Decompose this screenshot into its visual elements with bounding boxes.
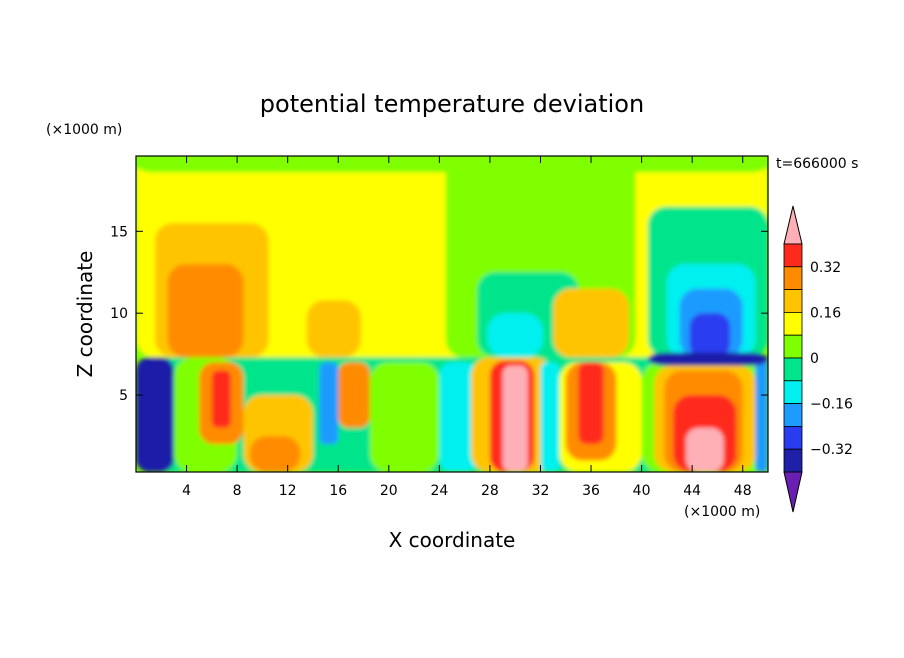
contour-region-20 [319, 362, 339, 445]
contour-region-7 [487, 313, 544, 358]
x-tick-label: 20 [380, 483, 398, 499]
contour-region-19 [249, 435, 301, 472]
y-tick-label: 10 [110, 306, 128, 322]
x-tick-label: 16 [329, 483, 347, 499]
x-axis-label: X coordinate [389, 528, 516, 552]
colorbar-segment [783, 425, 803, 450]
contour-region-12 [689, 313, 731, 358]
x-axis-ticks: 4 8 12 16 20 24 28 32 36 40 44 48 [182, 156, 752, 499]
x-tick-label: 12 [279, 483, 297, 499]
y-axis-label: Z coordinate [73, 251, 97, 378]
y-tick-label: 15 [110, 224, 128, 240]
colorbar-segment [783, 357, 803, 382]
y-unit-label: (×1000 m) [46, 122, 122, 138]
colorbar-segment [783, 311, 803, 336]
contour-region-23 [439, 362, 478, 472]
contour-region-36 [755, 357, 768, 472]
plot-area [136, 156, 768, 472]
colorbar-min-triangle [783, 471, 803, 513]
contour-region-30 [578, 362, 604, 445]
contour-region-37 [647, 352, 768, 366]
colorbar-segment [783, 448, 803, 473]
colorbar-segment [783, 243, 803, 268]
time-label: t=666000 s [776, 156, 858, 172]
contour-region-35 [685, 427, 724, 472]
contour-region-27 [540, 362, 560, 472]
x-tick-label: 40 [633, 483, 651, 499]
colorbar: 0.32 0.16 0 −0.16 −0.32 [783, 205, 853, 513]
x-tick-label: 48 [734, 483, 752, 499]
x-tick-label: 28 [481, 483, 499, 499]
colorbar-tick-label: 0 [810, 351, 819, 367]
colorbar-max-triangle [783, 205, 803, 245]
contour-region-26 [502, 365, 528, 472]
contour-regions [136, 156, 768, 472]
colorbar-tick-label: −0.32 [810, 442, 853, 458]
colorbar-tick-label: 0.16 [810, 305, 841, 321]
contour-region-14 [136, 357, 174, 472]
contour-region-8 [553, 288, 629, 358]
contour-region-17 [211, 370, 231, 428]
colorbar-segment [783, 380, 803, 404]
plot-frame [135, 155, 769, 473]
x-tick-label: 8 [233, 483, 242, 499]
x-tick-label: 4 [182, 483, 191, 499]
x-tick-label: 44 [683, 483, 701, 499]
colorbar-tick-label: 0.32 [810, 260, 841, 276]
colorbar-segment [783, 289, 803, 313]
colorbar-tick-label: −0.16 [810, 397, 853, 413]
contour-region-4 [306, 300, 361, 358]
chart-title: potential temperature deviation [260, 90, 644, 118]
y-axis-ticks: 5 10 15 [110, 224, 768, 404]
contour-region-22 [369, 362, 440, 472]
x-tick-label: 36 [582, 483, 600, 499]
contour-region-21 [338, 362, 370, 428]
colorbar-segment [783, 403, 803, 427]
x-unit-label: (×1000 m) [684, 504, 760, 520]
contour-region-3 [167, 264, 244, 358]
x-tick-label: 32 [532, 483, 550, 499]
colorbar-segment [783, 266, 803, 290]
x-tick-label: 24 [430, 483, 448, 499]
y-tick-label: 5 [119, 388, 128, 404]
colorbar-segment [783, 334, 803, 359]
